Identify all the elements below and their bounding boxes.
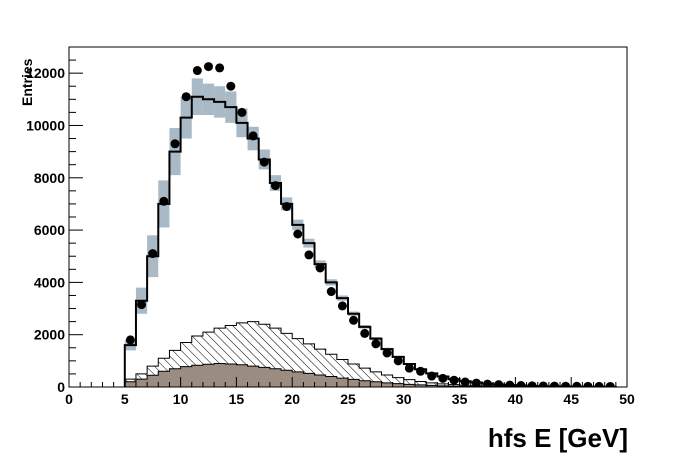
data-point	[382, 348, 392, 358]
data-point	[170, 139, 180, 149]
y-axis-title: Entries	[19, 58, 35, 106]
data-point	[349, 315, 359, 325]
data-point	[583, 381, 593, 387]
data-point	[527, 381, 537, 387]
data-point	[148, 249, 158, 259]
x-tick-label: 25	[340, 391, 356, 407]
data-point	[270, 181, 280, 191]
x-tick-label: 15	[229, 391, 245, 407]
data-point	[516, 381, 526, 387]
y-tick-label: 8000	[34, 170, 65, 186]
data-point	[293, 229, 303, 239]
data-point	[159, 196, 169, 206]
data-point	[416, 366, 426, 376]
data-point	[449, 375, 459, 385]
x-tick-label: 20	[284, 391, 300, 407]
data-point	[304, 250, 314, 260]
data-point	[181, 92, 191, 102]
data-point	[315, 263, 325, 273]
y-tick-label: 6000	[34, 222, 65, 238]
data-point	[137, 300, 147, 310]
data-point	[460, 377, 470, 387]
data-point	[471, 378, 481, 387]
data-point	[204, 62, 213, 72]
data-point	[393, 356, 403, 366]
data-point	[326, 287, 336, 297]
y-tick-label: 0	[57, 379, 65, 395]
x-tick-label: 50	[619, 391, 635, 407]
data-point	[538, 381, 548, 387]
data-point	[438, 373, 448, 383]
data-point	[572, 381, 582, 387]
x-tick-label: 5	[121, 391, 129, 407]
y-tick-label: 2000	[34, 327, 65, 343]
data-point	[248, 131, 258, 141]
data-point	[494, 380, 504, 387]
x-tick-label: 0	[65, 391, 73, 407]
plot-layer	[123, 62, 617, 387]
data-point	[226, 81, 236, 91]
x-tick-label: 40	[508, 391, 524, 407]
x-tick-label: 30	[396, 391, 412, 407]
x-axis-title: hfs E [GeV]	[488, 423, 628, 453]
data-point	[561, 381, 571, 387]
data-point	[215, 63, 225, 73]
data-point	[605, 381, 615, 387]
data-point	[483, 379, 492, 387]
data-point	[337, 301, 347, 311]
y-tick-label: 12000	[26, 65, 65, 81]
y-tick-label: 10000	[26, 117, 65, 133]
data-point	[237, 107, 247, 117]
data-point	[427, 371, 437, 381]
data-point	[125, 335, 135, 345]
data-point	[404, 363, 414, 373]
data-point	[192, 66, 202, 76]
data-point	[594, 381, 604, 387]
x-tick-label: 35	[452, 391, 468, 407]
plot-frame	[68, 46, 628, 388]
data-point	[549, 381, 559, 387]
data-point	[360, 328, 370, 338]
data-point	[505, 380, 515, 387]
data-point	[371, 339, 381, 349]
data-point	[282, 202, 292, 212]
data-point	[259, 157, 269, 167]
y-tick-label: 4000	[34, 274, 65, 290]
x-tick-label: 10	[173, 391, 189, 407]
axes-layer: 0 5 10 15 20 25 30 35 40 45 50 0 2000 4000 6000 8000 100…	[26, 46, 635, 407]
x-tick-label: 45	[563, 391, 579, 407]
